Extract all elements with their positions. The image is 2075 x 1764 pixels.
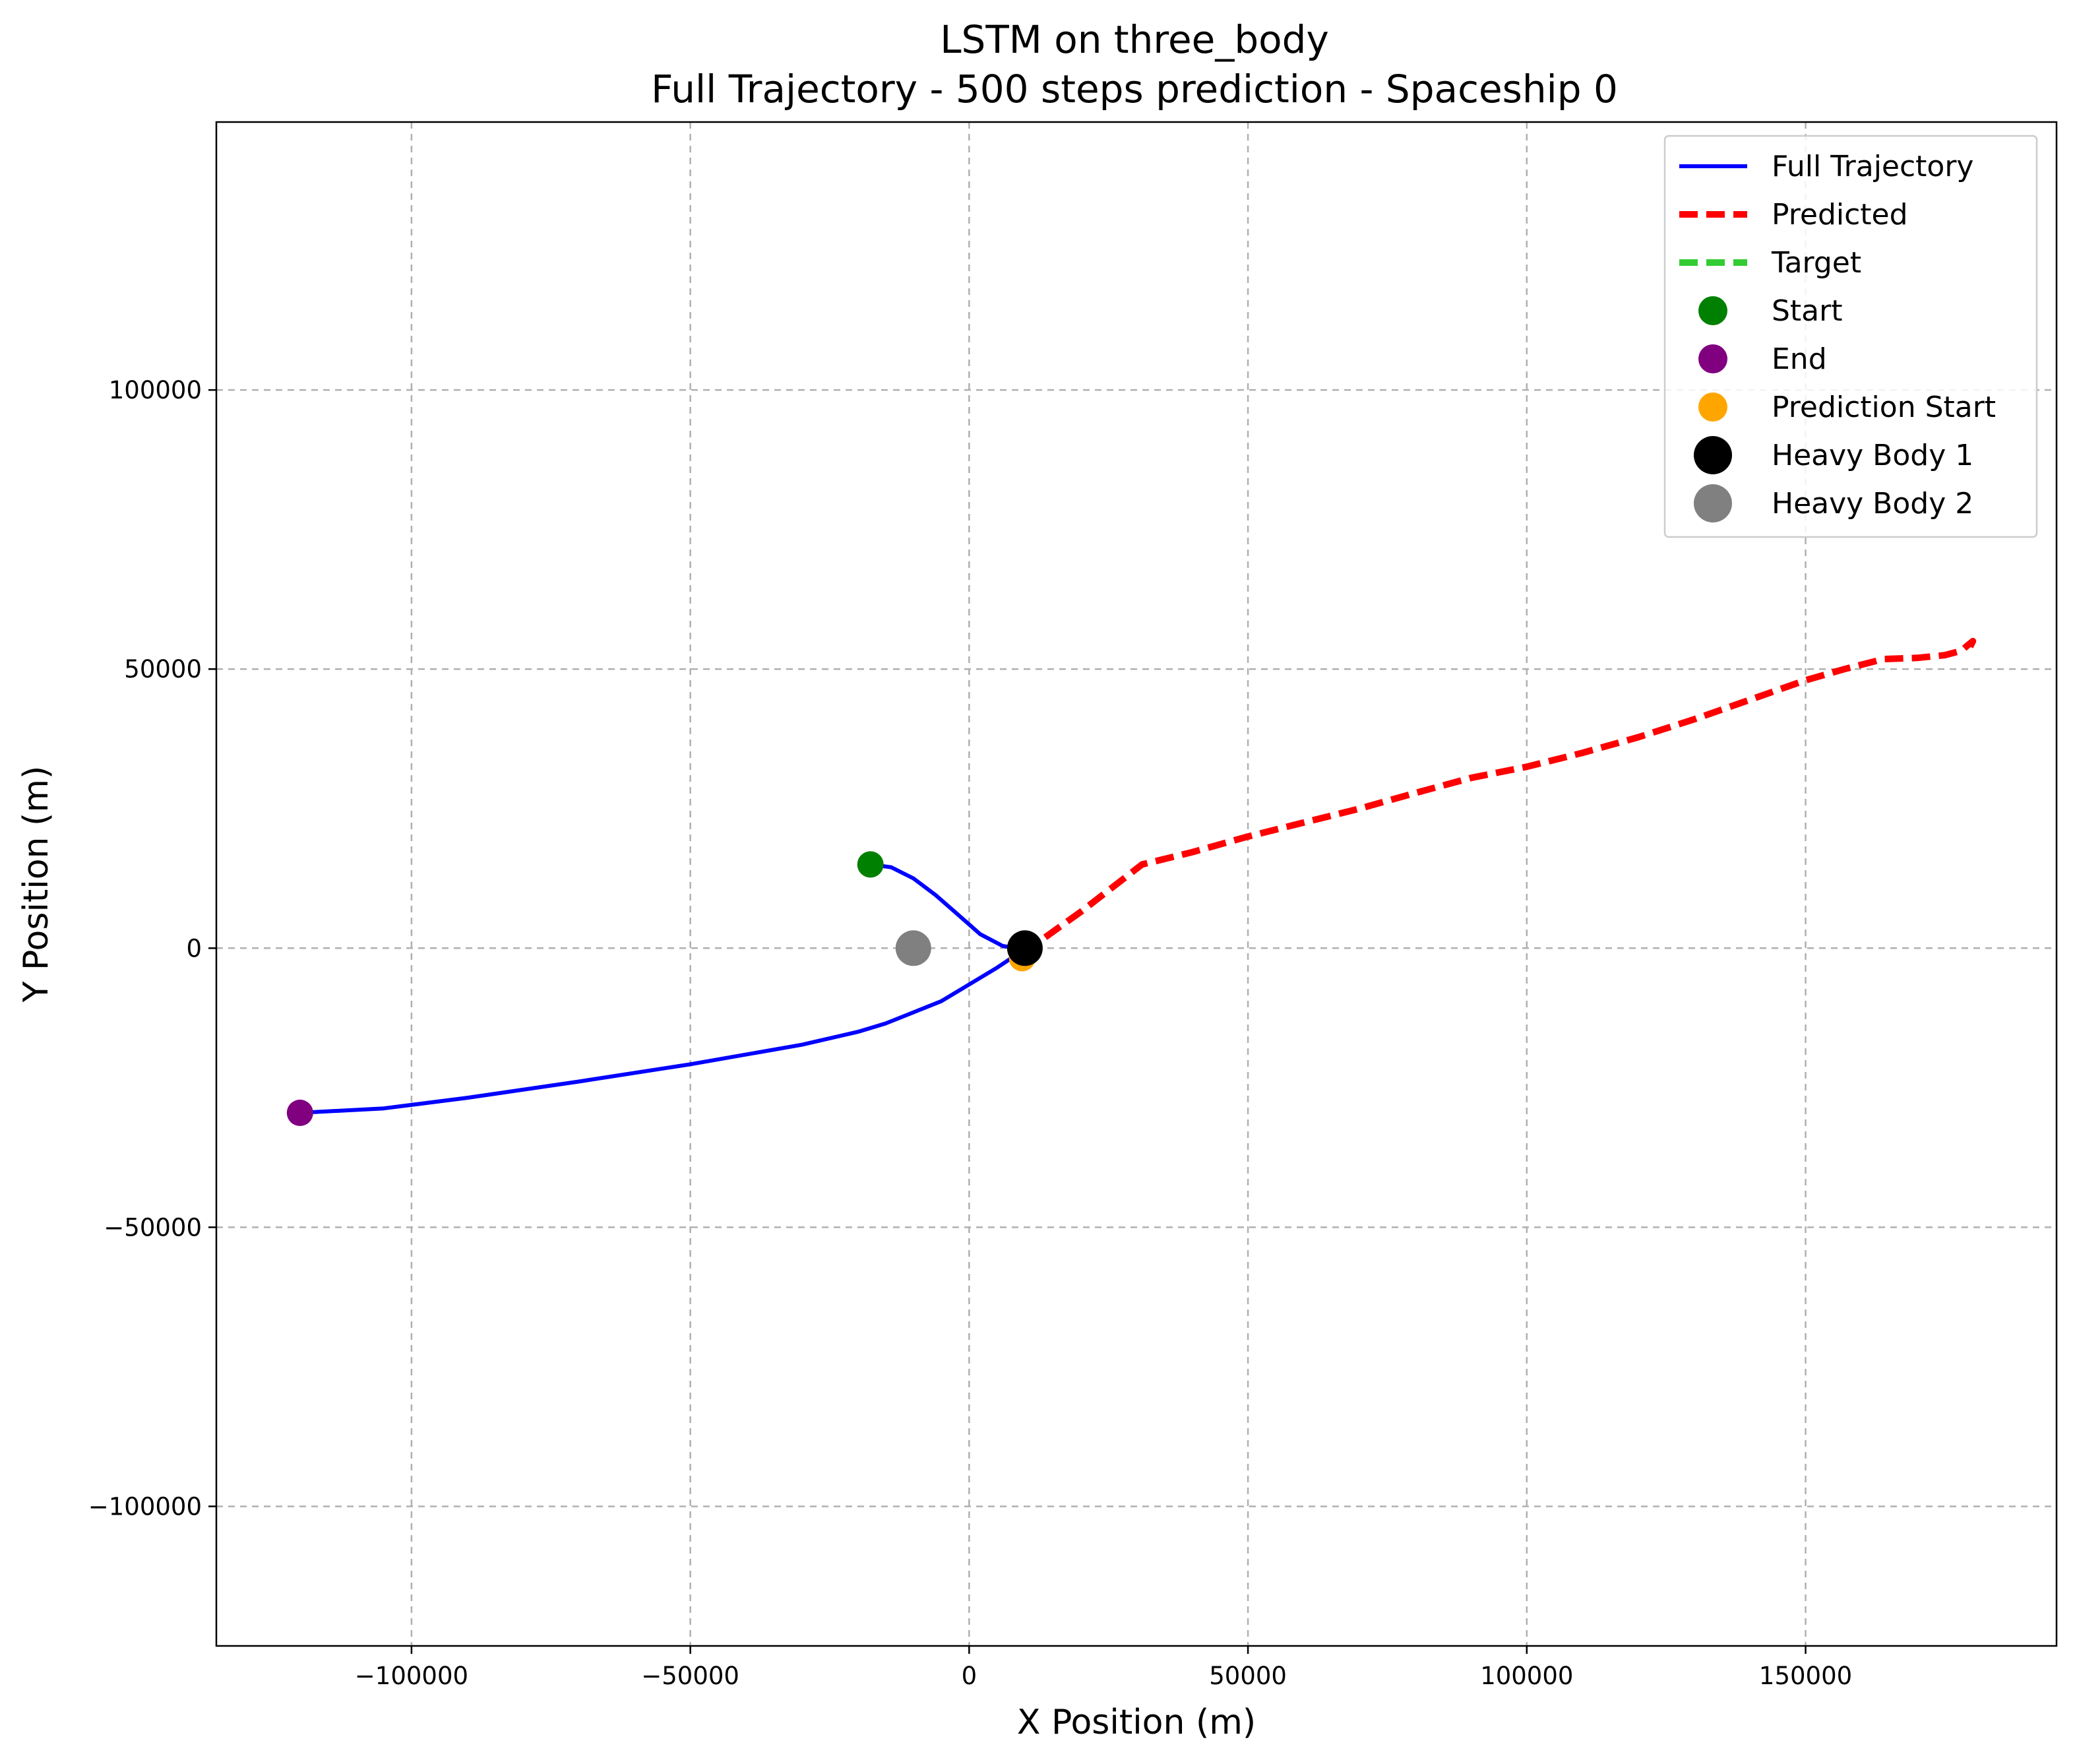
legend-label-prediction-start: Prediction Start xyxy=(1772,391,1996,424)
legend: Full Trajectory Predicted Target Start End Pr… xyxy=(1663,135,2038,538)
legend-label-full-trajectory: Full Trajectory xyxy=(1772,150,1973,183)
end-marker xyxy=(286,1099,313,1126)
y-tick-label: −100000 xyxy=(88,1492,202,1521)
heavy-body-1-marker xyxy=(1007,930,1043,966)
x-tick-label: 100000 xyxy=(1480,1662,1573,1690)
legend-label-heavy-body-1: Heavy Body 1 xyxy=(1772,439,1973,472)
ticks: −100000 −50000 0 50000 100000 150000 −100000 −5… xyxy=(88,376,1852,1690)
legend-label-target: Target xyxy=(1771,246,1861,280)
heavy-body-2-marker xyxy=(895,930,931,966)
legend-label-heavy-body-2: Heavy Body 2 xyxy=(1772,487,1973,520)
x-tick-label: 0 xyxy=(962,1662,977,1690)
legend-box xyxy=(1663,135,2038,538)
chart-title: LSTM on three_body xyxy=(940,17,1329,62)
x-tick-label: 50000 xyxy=(1209,1662,1287,1690)
full-trajectory-line xyxy=(297,862,1027,1115)
plot-frame xyxy=(215,121,2058,1647)
y-tick-label: 0 xyxy=(186,934,202,962)
series-layer xyxy=(297,637,1977,1115)
legend-swatch-heavy-body-2 xyxy=(1694,484,1732,522)
legend-swatch-heavy-body-1 xyxy=(1694,436,1732,474)
legend-swatch-prediction-start xyxy=(1698,393,1727,422)
x-axis-label: X Position (m) xyxy=(1017,1703,1256,1742)
marker-layer xyxy=(286,851,1043,1126)
legend-label-end: End xyxy=(1772,342,1827,376)
chart-subtitle: Full Trajectory - 500 steps prediction -… xyxy=(651,67,1618,111)
y-tick-label: 100000 xyxy=(109,376,202,404)
x-tick-label: −100000 xyxy=(355,1662,468,1690)
legend-swatch-end xyxy=(1698,344,1727,373)
x-tick-label: −50000 xyxy=(641,1662,739,1690)
y-tick-label: 50000 xyxy=(124,655,202,683)
y-axis-label: Y Position (m) xyxy=(16,766,56,1003)
start-marker xyxy=(857,851,884,878)
predicted-line xyxy=(1022,637,1977,957)
x-tick-label: 150000 xyxy=(1759,1662,1852,1690)
legend-label-start: Start xyxy=(1772,294,1843,328)
legend-label-predicted: Predicted xyxy=(1772,198,1908,232)
y-tick-label: −50000 xyxy=(104,1213,202,1242)
legend-swatch-start xyxy=(1698,296,1727,325)
